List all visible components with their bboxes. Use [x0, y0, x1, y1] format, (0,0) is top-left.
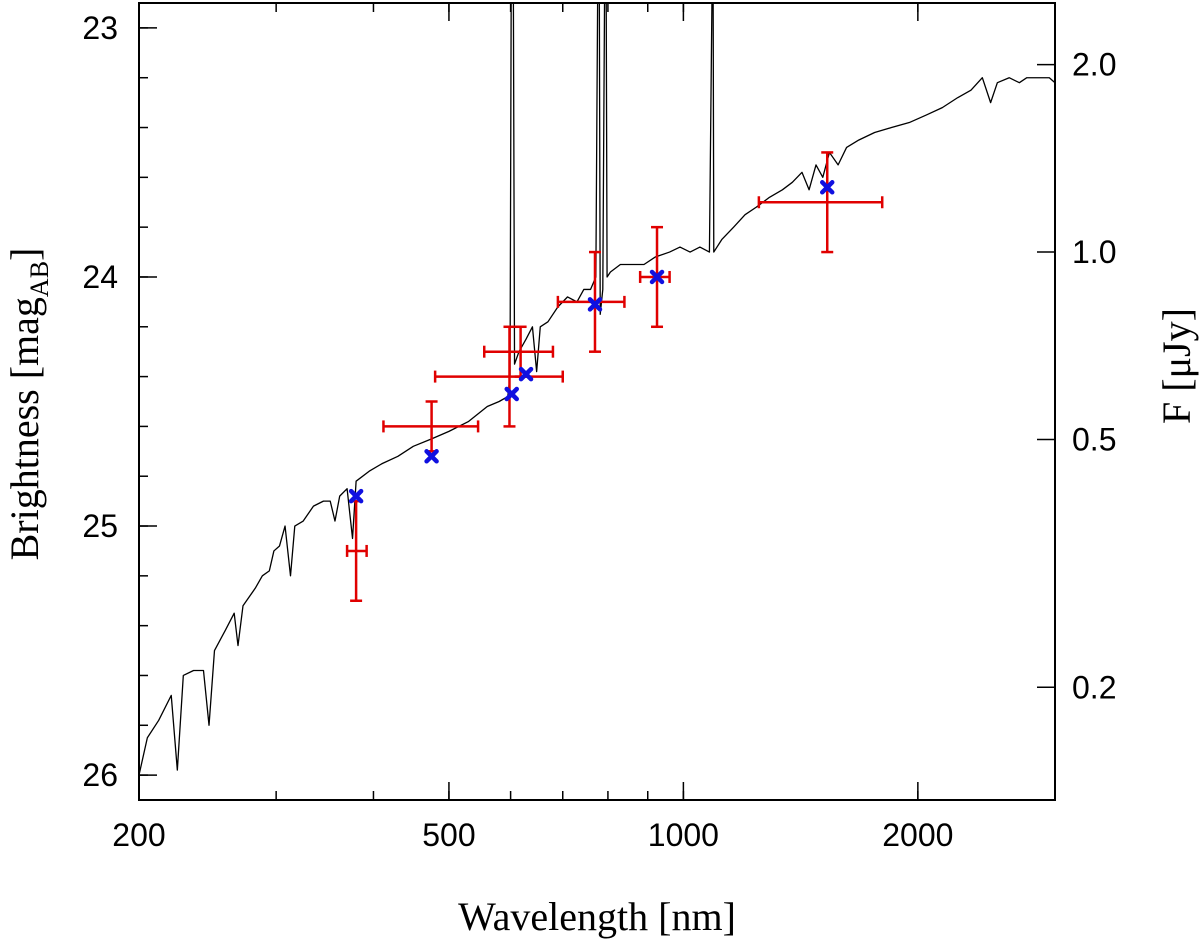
plot-area — [138, 2, 1056, 776]
y-tick-label: 25 — [82, 508, 118, 544]
y-tick-label: 24 — [82, 259, 118, 295]
x-axis: 200 500 1000 2000 — [112, 3, 1056, 853]
y-axis-title-close: ] — [2, 248, 47, 261]
x-tick-label: 1000 — [648, 817, 719, 853]
error-bar — [757, 151, 884, 254]
y-axis-right: 2.0 1.0 0.5 0.2 — [1037, 47, 1116, 705]
spectrum-line — [138, 2, 1056, 776]
model-marker — [504, 386, 519, 402]
model-marker — [424, 449, 439, 464]
y2-axis-title: F [μJy] — [1154, 308, 1199, 424]
y2-tick-label: 2.0 — [1072, 47, 1116, 83]
error-bar — [382, 400, 480, 453]
y2-tick-label: 1.0 — [1072, 234, 1116, 270]
x-axis-title: Wavelength [nm] — [458, 894, 736, 939]
x-tick-label: 2000 — [882, 817, 953, 853]
y-tick-label: 23 — [82, 10, 118, 46]
error-bar — [482, 325, 555, 378]
y-axis-title: Brightness [magAB] — [2, 248, 54, 561]
error-bar — [345, 499, 368, 602]
y-axis-title-subscript: AB — [25, 261, 54, 297]
model-marker — [649, 269, 665, 285]
model-marker — [587, 297, 603, 312]
y2-tick-label: 0.5 — [1072, 422, 1116, 458]
errorbar-layer — [345, 151, 884, 602]
y2-tick-label: 0.2 — [1072, 669, 1116, 705]
model-marker — [819, 180, 835, 195]
model-marker — [348, 488, 364, 504]
marker-layer — [348, 180, 835, 504]
y-axis-title-main: Brightness [mag — [2, 297, 47, 560]
x-tick-label: 500 — [422, 817, 475, 853]
plot-frame — [138, 2, 1056, 801]
spectrum-layer — [138, 2, 1056, 776]
error-bar — [433, 325, 564, 428]
y-axis-left: 23 24 25 26 — [82, 10, 157, 793]
x-tick-label: 200 — [112, 817, 165, 853]
model-marker — [518, 366, 534, 382]
y-tick-label: 26 — [82, 757, 118, 793]
